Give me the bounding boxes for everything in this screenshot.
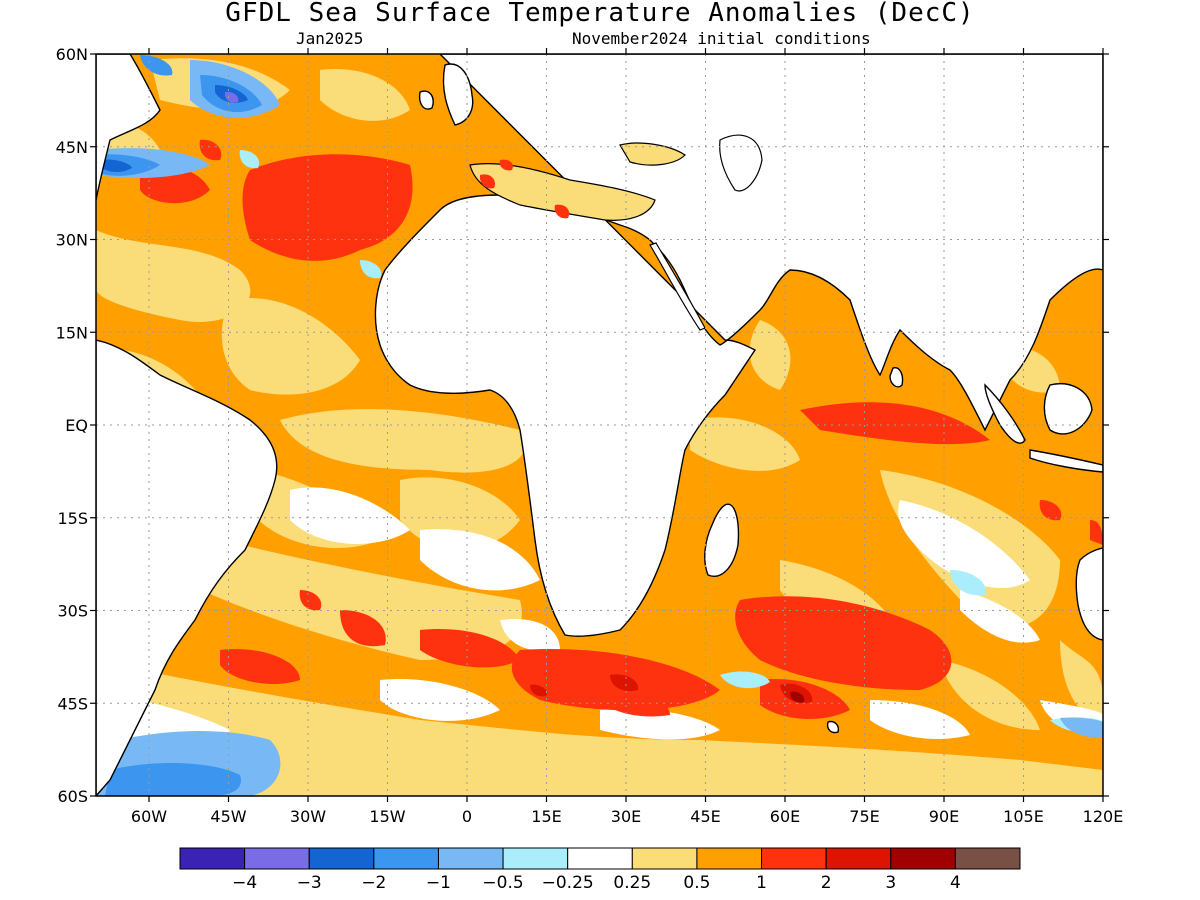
- colorbar-swatch: [567, 847, 633, 870]
- colorbar-tick-label: 1: [756, 873, 767, 893]
- lat-label: 60S: [57, 787, 88, 806]
- colorbar: [179, 847, 1021, 870]
- colorbar-swatch: [825, 847, 892, 870]
- lon-label: 45W: [210, 807, 246, 826]
- anomaly-1-2-patches: [140, 64, 1103, 720]
- lon-label: 15E: [531, 807, 561, 826]
- madagascar-landmass: [704, 503, 740, 577]
- colorbar-swatch: [761, 847, 827, 870]
- colorbar-swatch: [308, 847, 375, 870]
- colorbar-tick-label: −0.25: [542, 873, 594, 893]
- anomaly-fields: [96, 54, 1103, 796]
- lat-label: 30S: [57, 602, 88, 621]
- lat-label: 45N: [56, 138, 88, 157]
- colorbar-swatch: [502, 847, 569, 870]
- colorbar-swatch: [631, 847, 698, 870]
- lon-label: 60W: [131, 807, 167, 826]
- lat-label: EQ: [65, 416, 88, 435]
- colorbar-tick-label: 4: [950, 873, 961, 893]
- lon-label: 105E: [1003, 807, 1044, 826]
- lat-label: 60N: [56, 45, 88, 64]
- colorbar-swatch: [244, 847, 310, 870]
- colorbar-labels: −4 −3 −2 −1 −0.5 −0.25 0.25 0.5 1 2 3 4: [232, 873, 961, 893]
- british-isles-landmass: [442, 63, 474, 126]
- lat-label: 45S: [57, 694, 88, 713]
- forecast-month-label: Jan2025: [296, 29, 364, 48]
- lon-label: 45E: [690, 807, 720, 826]
- colorbar-swatch: [373, 847, 439, 870]
- mediterranean-warm-spots: [479, 159, 570, 219]
- anomaly-2-3-patches: [530, 674, 813, 704]
- lon-label: 30E: [611, 807, 641, 826]
- borneo-landmass: [1043, 383, 1093, 435]
- colorbar-tick-label: 2: [821, 873, 832, 893]
- kerguelen-island: [826, 720, 840, 734]
- colorbar-swatch: [954, 847, 1021, 870]
- lon-label: 15W: [369, 807, 405, 826]
- colorbar-swatch: [437, 847, 504, 870]
- colorbar-tick-label: 0.25: [613, 873, 651, 893]
- graticule: [96, 54, 1103, 796]
- mediterranean-sea: [469, 163, 656, 221]
- initial-conditions-label: November2024 initial conditions: [572, 29, 871, 48]
- lat-label: 15S: [57, 509, 88, 528]
- lat-label: 30N: [56, 231, 88, 250]
- colorbar-swatch: [890, 847, 956, 870]
- caspian-sea: [719, 134, 763, 192]
- anomaly-neg3-neg4-patches: [224, 91, 239, 103]
- colorbar-swatch: [696, 847, 763, 870]
- axis-ticks: [90, 48, 1109, 802]
- colorbar-tick-label: −1: [426, 873, 451, 893]
- lon-label: 60E: [770, 807, 800, 826]
- colorbar-tick-label: −0.5: [482, 873, 523, 893]
- longitude-labels: 60W 45W 30W 15W 0 15E 30E 45E 60E 75E 90E 105E 120E: [131, 807, 1123, 826]
- colorbar-swatch: [179, 847, 246, 870]
- anomaly-3-4-patches: [790, 691, 805, 703]
- figure-title: GFDL Sea Surface Temperature Anomalies (…: [225, 0, 975, 28]
- lon-label: 30W: [290, 807, 326, 826]
- colorbar-tick-label: 3: [885, 873, 896, 893]
- inland-seas: [469, 134, 763, 331]
- lon-label: 120E: [1083, 807, 1124, 826]
- black-sea: [619, 142, 686, 166]
- lon-label: 0: [462, 807, 472, 826]
- colorbar-tick-label: 0.5: [683, 873, 710, 893]
- land-masses: [96, 54, 1103, 796]
- lon-label: 90E: [929, 807, 959, 826]
- north-america-landmass: [96, 54, 161, 201]
- colorbar-tick-label: −3: [297, 873, 322, 893]
- colorbar-tick-label: −2: [361, 873, 386, 893]
- indonesia-landmass: [984, 383, 1026, 444]
- lon-label: 75E: [849, 807, 879, 826]
- sri-lanka-landmass: [889, 367, 904, 388]
- australia-landmass: [1075, 547, 1103, 641]
- lat-label: 15N: [56, 323, 88, 342]
- south-america-landmass: [96, 339, 278, 796]
- latitude-labels: 60N 45N 30N 15N EQ 15S 30S 45S 60S: [56, 45, 88, 806]
- colorbar-tick-label: −4: [232, 873, 257, 893]
